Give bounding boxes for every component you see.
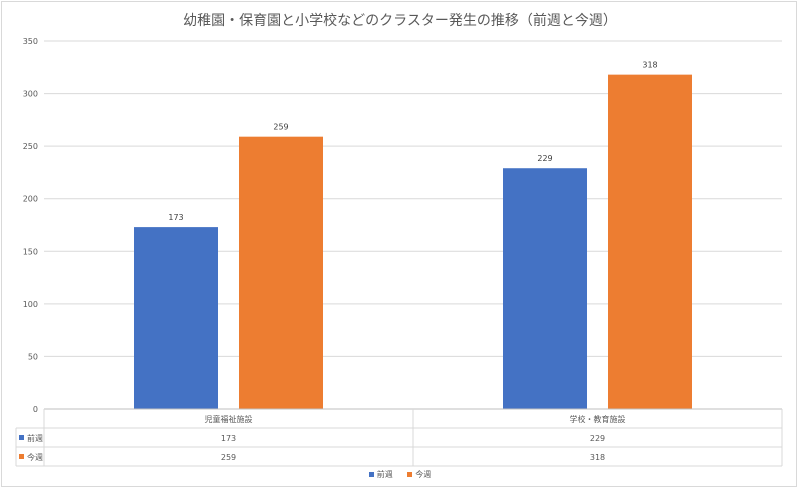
table-series-name: 前週 (27, 433, 43, 443)
y-tick-label: 350 (23, 37, 38, 46)
bar (239, 136, 323, 409)
legend-swatch-previous-week (368, 472, 374, 477)
chart-title: 幼稚園・保育園と小学校などのクラスター発生の推移（前週と今週） (183, 13, 617, 29)
legend-item-this-week: 今週 (407, 469, 431, 480)
table-cell-value: 259 (221, 453, 236, 462)
table-cell-value: 229 (590, 434, 605, 443)
table-legend-swatch (19, 454, 24, 459)
y-tick-label: 50 (28, 352, 38, 361)
y-tick-label: 0 (33, 405, 38, 414)
legend-label-previous-week: 前週 (376, 470, 393, 479)
data-label: 259 (273, 123, 288, 132)
bar (608, 74, 692, 409)
bar (503, 168, 587, 409)
data-label: 318 (642, 61, 657, 70)
table-legend-swatch (19, 435, 24, 440)
x-category-label: 学校・教育施設 (570, 414, 626, 424)
bar (134, 227, 218, 409)
table-cell-value: 173 (221, 434, 236, 443)
legend-label-this-week: 今週 (415, 470, 432, 479)
y-tick-label: 200 (23, 195, 38, 204)
table-series-name: 今週 (27, 452, 43, 462)
y-tick-label: 150 (23, 247, 38, 256)
x-category-label: 児童福祉施設 (205, 414, 253, 424)
data-label: 173 (168, 213, 183, 222)
legend-swatch-this-week (407, 472, 413, 477)
legend: 前週 今週 (0, 469, 800, 480)
data-label: 229 (537, 154, 552, 163)
y-tick-label: 250 (23, 142, 38, 151)
y-tick-label: 300 (23, 90, 38, 99)
y-tick-label: 100 (23, 300, 38, 309)
table-cell-value: 318 (590, 453, 605, 462)
legend-item-previous-week: 前週 (368, 469, 393, 480)
